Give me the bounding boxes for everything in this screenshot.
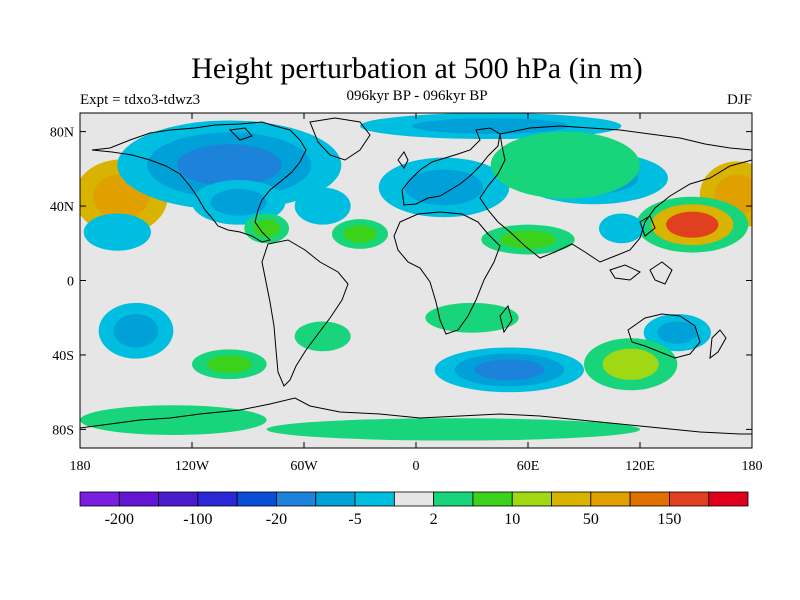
- contour-blob: [412, 118, 570, 134]
- coastlines: [80, 117, 752, 435]
- colorbar-box: [433, 491, 474, 507]
- lat-tick-label: 0: [67, 275, 74, 290]
- colorbar-label: 150: [657, 511, 681, 528]
- contour-blob: [294, 321, 351, 352]
- experiment-label: Expt = tdxo3-tdwz3: [80, 92, 201, 108]
- contour-blob: [490, 131, 640, 199]
- colorbar-label: -5: [348, 511, 361, 528]
- colorbar: -200 -100 -20 -5 2 10 50 150: [79, 491, 749, 528]
- colorbar-box: [79, 491, 120, 507]
- lon-tick-label: 180: [742, 459, 763, 474]
- colorbar-box: [708, 491, 749, 507]
- colorbar-box: [511, 491, 552, 507]
- lat-tick-label: 40N: [50, 200, 74, 215]
- contour-blob: [500, 230, 556, 249]
- colorbar-box: [472, 491, 513, 507]
- contour-blob: [83, 213, 151, 251]
- colorbar-box: [590, 491, 631, 507]
- colorbar-box: [315, 491, 356, 507]
- lon-tick-label: 60W: [290, 459, 318, 474]
- colorbar-label: -200: [105, 511, 134, 528]
- lon-tick-label: 0: [413, 459, 420, 474]
- colorbar-box: [669, 491, 710, 507]
- colorbar-box: [197, 491, 238, 507]
- contour-blob: [266, 418, 640, 441]
- contour-blob: [425, 302, 519, 333]
- colorbar-box: [551, 491, 592, 507]
- contour-blob: [598, 213, 644, 244]
- longitude-axis: 180 120W 60W 0 60E 120E 180: [70, 113, 763, 474]
- season-label: DJF: [726, 92, 752, 108]
- contour-blob: [177, 144, 282, 186]
- colorbar-label: 50: [583, 511, 599, 528]
- contour-blob: [294, 187, 351, 225]
- lon-tick-label: 60E: [517, 459, 540, 474]
- contour-blob: [206, 355, 252, 374]
- contour-blob: [602, 348, 659, 380]
- colorbar-label: 2: [430, 511, 438, 528]
- contour-blob: [210, 188, 267, 216]
- contour-blob: [113, 314, 159, 348]
- colorbar-box: [276, 491, 317, 507]
- colorbar-box: [629, 491, 670, 507]
- contour-blob: [343, 225, 377, 243]
- contour-blob: [80, 405, 267, 435]
- colorbar-box: [354, 491, 395, 507]
- colorbar-box: [236, 491, 277, 507]
- lat-tick-label: 80N: [50, 126, 74, 141]
- colorbar-label: -100: [183, 511, 212, 528]
- contour-blob: [657, 321, 698, 344]
- colorbar-box: [118, 491, 159, 507]
- contour-blob: [404, 169, 484, 206]
- colorbar-box: [158, 491, 199, 507]
- height-perturbation-field: [80, 113, 752, 441]
- colorbar-label: 10: [504, 511, 520, 528]
- contour-blob: [666, 211, 719, 238]
- latitude-axis: 80N 40N 0 40S 80S: [50, 126, 752, 438]
- contour-blob: [474, 359, 545, 381]
- lon-tick-label: 120E: [625, 459, 655, 474]
- colorbar-box: [393, 491, 435, 507]
- lat-tick-label: 80S: [52, 423, 74, 438]
- lon-tick-label: 120W: [175, 459, 210, 474]
- chart-subtitle: 096kyr BP - 096kyr BP: [346, 88, 488, 104]
- lat-tick-label: 40S: [52, 349, 74, 364]
- lon-tick-label: 180: [70, 459, 91, 474]
- chart-title: Height perturbation at 500 hPa (in m): [191, 52, 643, 85]
- contour-blob: [253, 219, 281, 238]
- colorbar-label: -20: [266, 511, 287, 528]
